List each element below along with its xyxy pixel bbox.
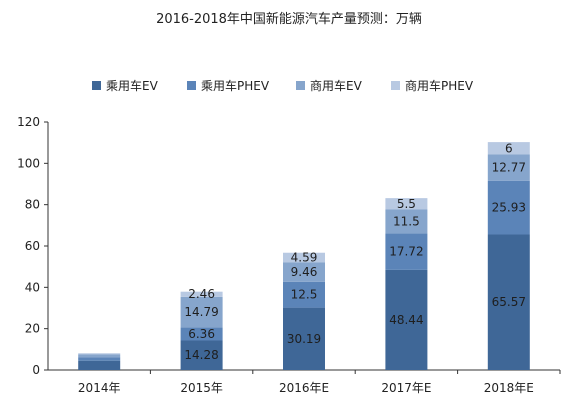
data-label: 2.46 xyxy=(188,287,215,301)
y-tick-label: 100 xyxy=(17,156,40,170)
data-label: 4.59 xyxy=(291,250,318,264)
x-tick-label: 2017年E xyxy=(381,381,431,395)
data-label: 12.77 xyxy=(492,161,526,175)
plot-area: 0 20 40 60 80 100 120 2014年 2015年 14.28 6.36 14.79 2… xyxy=(17,115,561,395)
bar-segment[interactable] xyxy=(385,198,428,210)
y-tick-label: 60 xyxy=(25,239,40,253)
data-label: 9.46 xyxy=(291,265,318,279)
y-tick-label: 120 xyxy=(17,115,40,129)
y-tick-label: 80 xyxy=(25,198,40,212)
bar-segment[interactable] xyxy=(487,180,530,235)
bar-segment[interactable] xyxy=(283,252,325,263)
x-tick-label: 2018年E xyxy=(484,381,534,395)
y-tick-label: 40 xyxy=(25,280,40,294)
data-label: 14.79 xyxy=(184,305,218,319)
data-label: 30.19 xyxy=(287,332,321,346)
data-label: 17.72 xyxy=(389,245,423,259)
legend-swatch xyxy=(187,81,196,90)
legend-label: 商用车EV xyxy=(310,78,363,93)
bar-segment[interactable] xyxy=(180,327,223,341)
bar-segment[interactable] xyxy=(385,233,428,270)
bar-segment[interactable] xyxy=(283,281,325,308)
legend-label: 乘用车PHEV xyxy=(201,78,270,93)
x-tick-label: 2016年E xyxy=(279,381,329,395)
bar-segment[interactable] xyxy=(78,360,121,370)
data-label: 11.5 xyxy=(393,214,420,228)
bar-segment[interactable] xyxy=(180,291,223,297)
bar-segment[interactable] xyxy=(283,307,325,370)
x-tick-label: 2015年 xyxy=(180,381,223,395)
legend-swatch xyxy=(296,81,305,90)
bar-segment[interactable] xyxy=(180,296,223,328)
bar-segment[interactable] xyxy=(385,269,428,370)
data-label: 12.5 xyxy=(291,288,318,302)
data-label: 6 xyxy=(505,141,513,155)
legend-swatch xyxy=(391,81,400,90)
bar-segment[interactable] xyxy=(78,354,121,358)
data-label: 25.93 xyxy=(492,201,526,215)
bar-segment[interactable] xyxy=(487,154,530,181)
legend-swatch xyxy=(92,81,101,90)
bar-segment[interactable] xyxy=(78,357,121,361)
y-tick-label: 0 xyxy=(32,363,40,377)
x-tick-label: 2014年 xyxy=(78,381,121,395)
bar-segment[interactable] xyxy=(180,340,223,370)
y-tick-label: 20 xyxy=(25,322,40,336)
legend: 乘用车EV 乘用车PHEV 商用车EV 商用车PHEV xyxy=(92,78,474,93)
data-label: 14.28 xyxy=(184,348,218,362)
bar-segment[interactable] xyxy=(487,234,530,370)
data-label: 6.36 xyxy=(188,327,215,341)
legend-label: 乘用车EV xyxy=(106,78,159,93)
bar-segment[interactable] xyxy=(78,353,121,355)
chart-title: 2016-2018年中国新能源汽车产量预测：万辆 xyxy=(156,11,422,27)
data-label: 48.44 xyxy=(389,313,423,327)
bar-segment[interactable] xyxy=(487,142,530,155)
bar-segment[interactable] xyxy=(385,209,428,234)
data-label: 5.5 xyxy=(397,197,416,211)
data-label: 65.57 xyxy=(492,295,526,309)
bar-segment[interactable] xyxy=(283,262,325,282)
legend-label: 商用车PHEV xyxy=(405,78,474,93)
